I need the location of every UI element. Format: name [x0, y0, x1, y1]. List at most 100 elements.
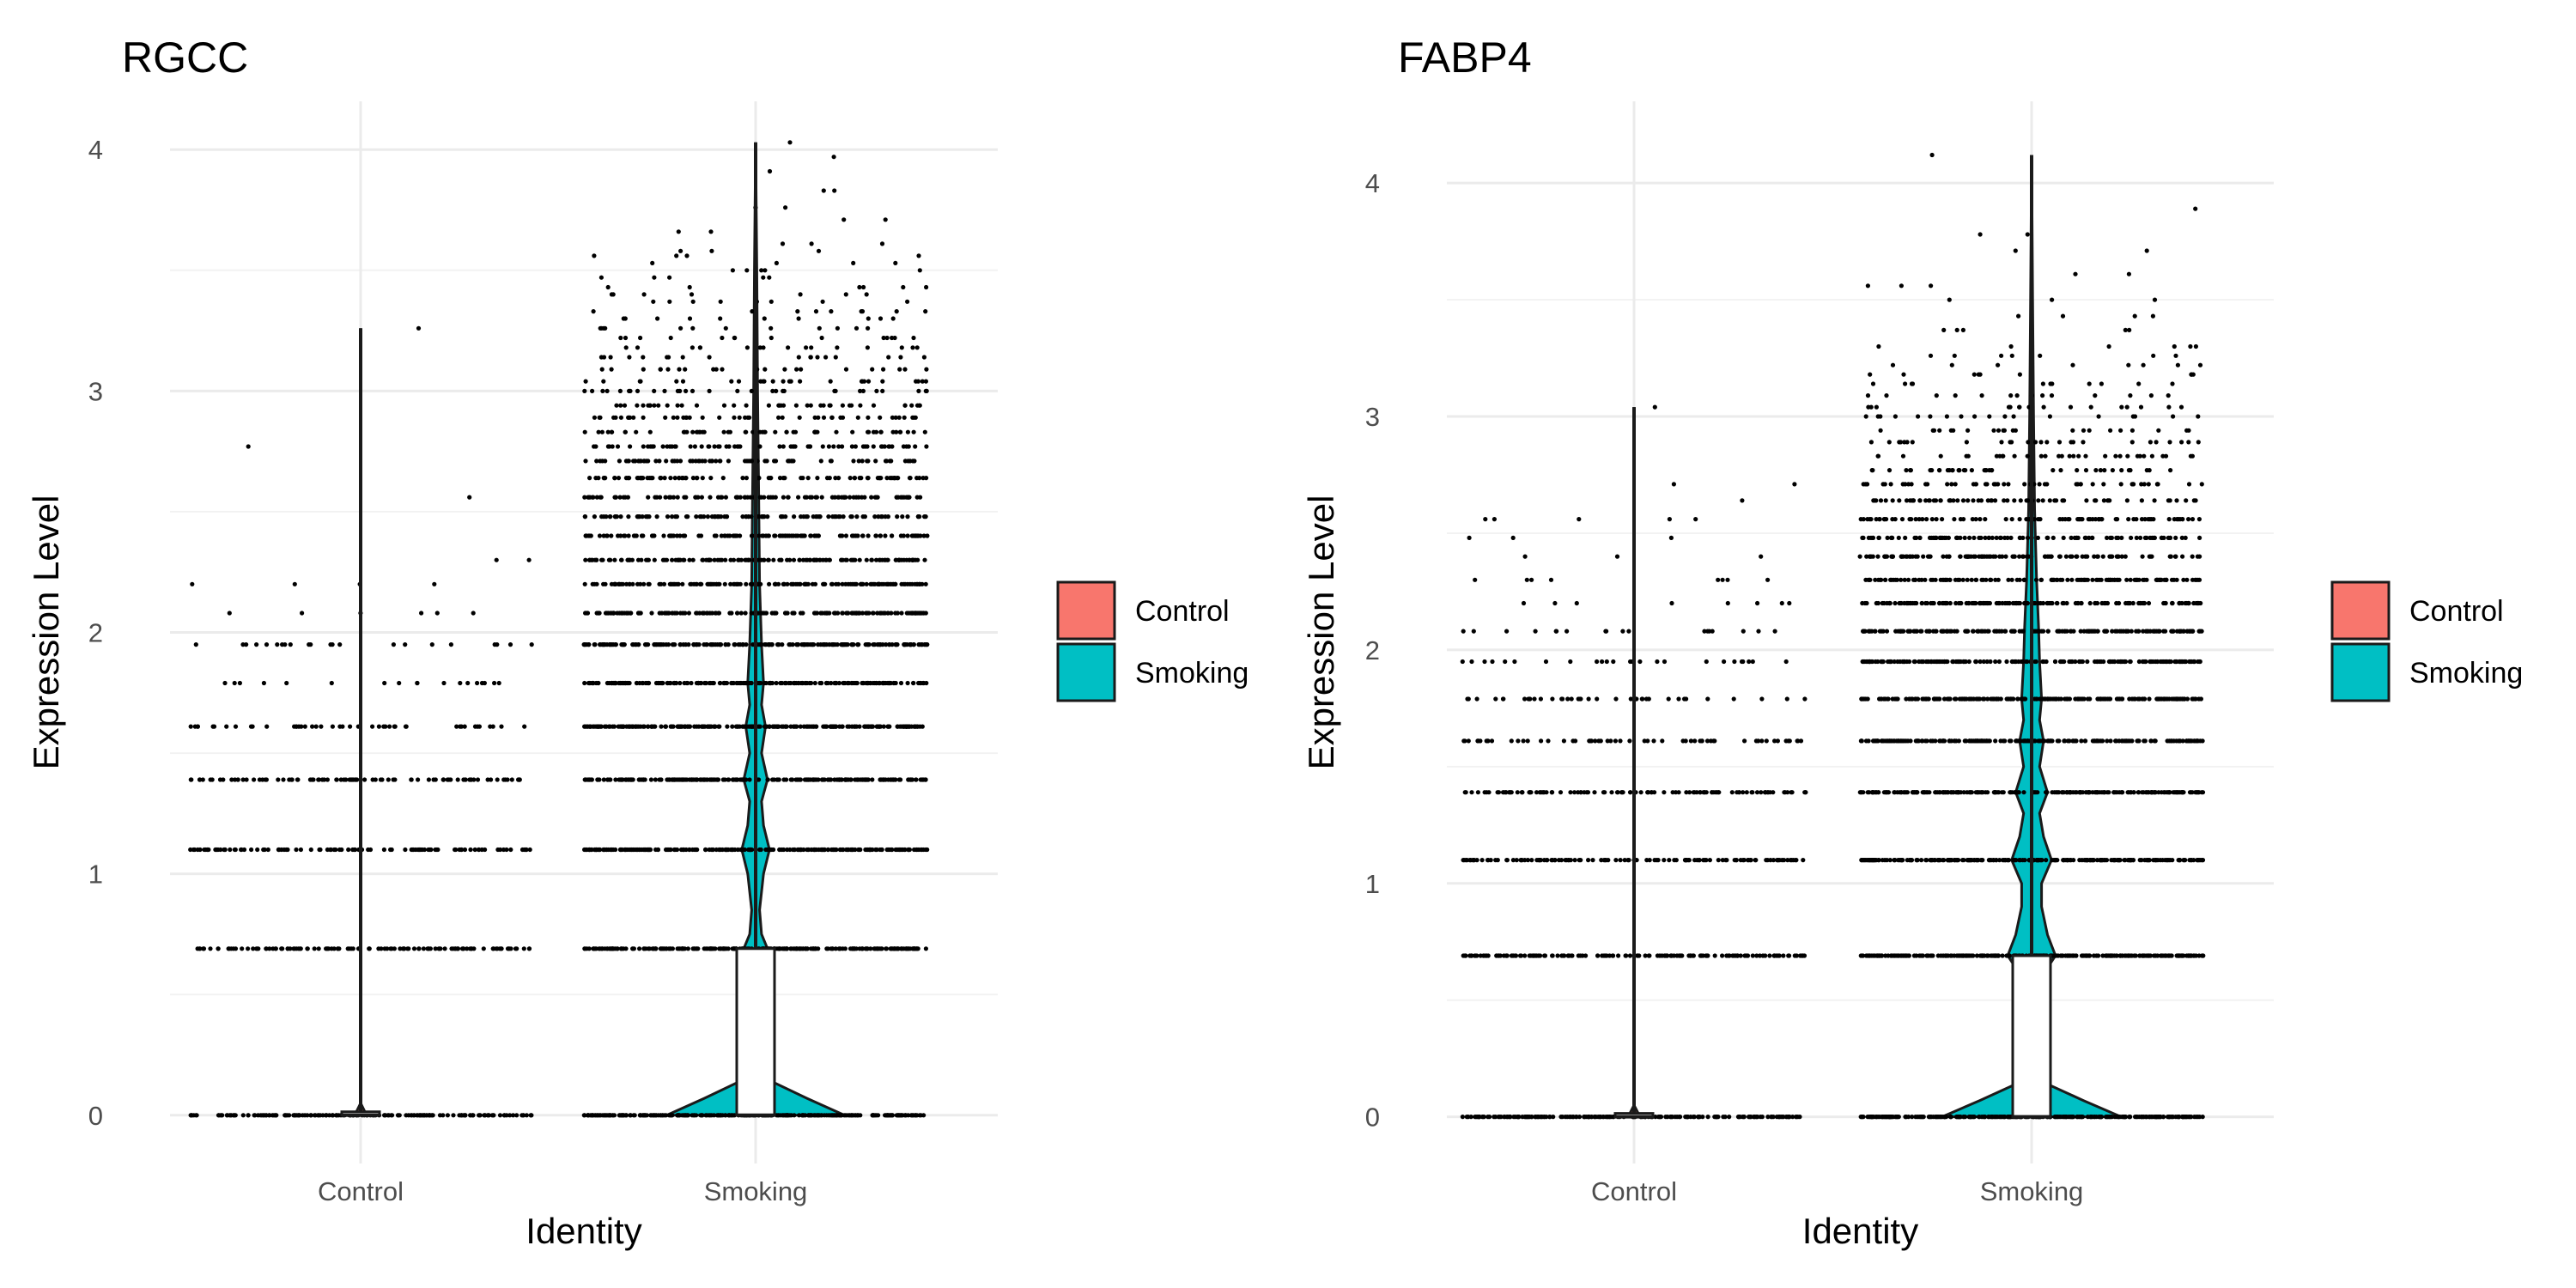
- data-point: [657, 459, 662, 464]
- data-point: [781, 581, 786, 586]
- data-point: [1958, 1115, 1963, 1120]
- data-point: [759, 268, 764, 273]
- data-point: [923, 946, 928, 951]
- data-point: [654, 514, 659, 519]
- data-point: [1757, 953, 1763, 958]
- data-point: [886, 581, 891, 586]
- data-point: [841, 514, 846, 519]
- data-point: [1660, 738, 1665, 744]
- data-point: [626, 514, 631, 519]
- data-point: [888, 476, 893, 481]
- data-point: [712, 724, 717, 729]
- data-point: [763, 724, 769, 729]
- data-point: [1522, 696, 1528, 702]
- data-point: [744, 581, 749, 586]
- data-point: [749, 680, 754, 686]
- data-point: [641, 946, 647, 951]
- data-point: [327, 1113, 332, 1118]
- data-point: [1911, 953, 1917, 958]
- data-point: [801, 724, 807, 729]
- data-point: [641, 581, 647, 586]
- data-point: [858, 388, 863, 393]
- data-point: [773, 429, 778, 434]
- data-point: [902, 847, 908, 853]
- legend-key-control: [1056, 580, 1116, 641]
- data-point: [1620, 790, 1625, 795]
- data-point: [219, 1113, 224, 1118]
- data-point: [1504, 953, 1509, 958]
- data-point: [244, 642, 249, 647]
- data-point: [682, 557, 687, 562]
- data-point: [373, 777, 378, 782]
- data-point: [860, 388, 866, 393]
- data-point: [729, 847, 734, 853]
- data-point: [612, 680, 618, 686]
- data-point: [646, 557, 652, 562]
- data-point: [279, 946, 284, 951]
- data-point: [419, 611, 424, 616]
- data-point: [798, 946, 803, 951]
- data-point: [912, 459, 917, 464]
- data-point: [836, 777, 842, 782]
- data-point: [923, 611, 928, 616]
- data-point: [826, 1113, 831, 1118]
- data-point: [1738, 858, 1743, 863]
- data-point: [1568, 790, 1573, 795]
- data-point: [1572, 858, 1577, 863]
- data-point: [1573, 738, 1578, 744]
- data-point: [908, 777, 914, 782]
- data-point: [801, 514, 806, 519]
- data-point: [429, 642, 434, 647]
- data-point: [677, 680, 683, 686]
- data-point: [1710, 790, 1715, 795]
- data-point: [833, 724, 839, 729]
- data-point: [445, 777, 450, 782]
- data-point: [851, 260, 856, 265]
- data-point: [1802, 696, 1807, 702]
- data-point: [582, 388, 587, 393]
- data-point: [627, 476, 632, 481]
- data-point: [663, 611, 668, 616]
- data-point: [863, 946, 868, 951]
- data-point: [1933, 1115, 1938, 1120]
- data-point: [849, 444, 855, 449]
- data-point: [598, 275, 605, 280]
- data-point: [2074, 953, 2079, 958]
- data-point: [1522, 554, 1528, 559]
- data-point: [674, 847, 680, 853]
- data-point: [770, 777, 775, 782]
- data-point: [818, 611, 823, 616]
- data-point: [840, 611, 845, 616]
- data-point: [665, 514, 671, 519]
- data-point: [623, 495, 628, 500]
- data-point: [1602, 790, 1607, 795]
- data-point: [911, 335, 916, 341]
- data-point: [735, 847, 741, 853]
- data-point: [617, 495, 623, 500]
- data-point: [1704, 738, 1710, 744]
- data-point: [925, 533, 930, 538]
- data-point: [736, 379, 742, 384]
- data-point: [850, 611, 855, 616]
- data-point: [811, 514, 816, 519]
- data-point: [1486, 790, 1492, 795]
- data-point: [1882, 1115, 1887, 1120]
- data-point: [743, 415, 748, 420]
- data-point: [1615, 790, 1620, 795]
- data-point: [761, 275, 766, 280]
- data-point: [514, 1113, 519, 1118]
- data-point: [651, 724, 657, 729]
- data-point: [786, 345, 791, 350]
- data-point: [1722, 659, 1727, 665]
- data-point: [239, 847, 244, 853]
- data-point: [869, 724, 874, 729]
- data-point: [467, 777, 472, 782]
- legend-key-smoking: [1056, 642, 1116, 702]
- data-point: [1668, 953, 1674, 958]
- data-point: [923, 379, 928, 384]
- data-point: [742, 680, 747, 686]
- data-point: [886, 355, 891, 360]
- data-point: [911, 680, 916, 686]
- data-point: [197, 777, 203, 782]
